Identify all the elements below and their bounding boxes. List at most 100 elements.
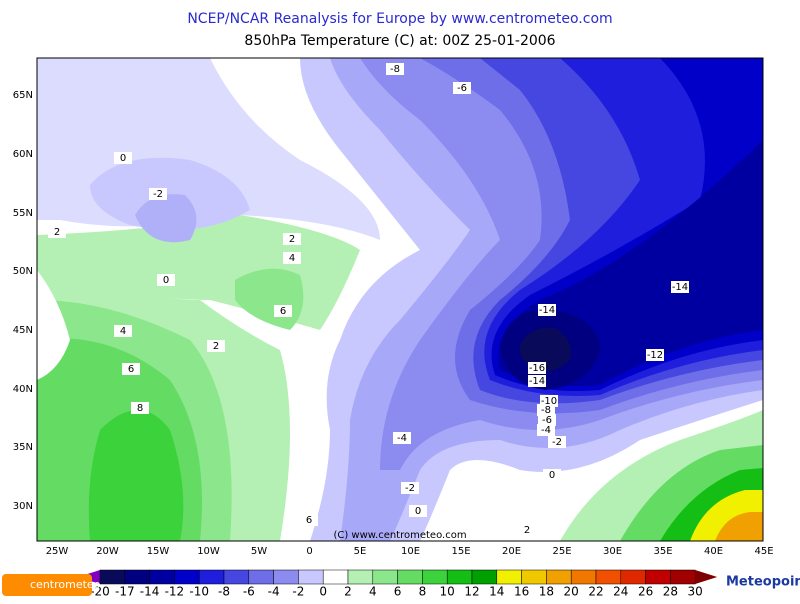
colorbar-box	[298, 569, 324, 585]
colorbar-box	[446, 569, 473, 585]
contour-label: -2	[405, 483, 415, 494]
subtitle: 850hPa Temperature (C) at: 00Z 25-01-200…	[244, 33, 555, 49]
contour-label: -12	[647, 350, 663, 361]
colorbar-box	[422, 569, 448, 585]
colorbar-box	[99, 569, 126, 585]
colorbar-label: 6	[394, 585, 402, 599]
colorbar-box	[273, 569, 299, 585]
lon-label: 25W	[46, 546, 69, 557]
lon-label: 45E	[754, 546, 773, 557]
colorbar-box	[620, 569, 646, 585]
lat-label: 50N	[13, 266, 33, 277]
contour-label: -14	[529, 376, 545, 387]
colorbar-box	[248, 569, 274, 585]
colorbar-box	[372, 569, 398, 585]
contour-label-bg	[401, 482, 419, 494]
colorbar-label: 2	[344, 585, 352, 599]
lon-label: 40E	[704, 546, 723, 557]
lon-label: 25E	[552, 546, 571, 557]
colorbar-box	[124, 569, 150, 585]
colorbar-label: -8	[218, 585, 230, 599]
colorbar-label: 0	[319, 585, 327, 599]
contour-label: -2	[153, 189, 163, 200]
contour-label: 2	[524, 525, 530, 536]
colorbar-box	[347, 569, 374, 585]
contour-label: -4	[397, 433, 407, 444]
colorbar-label: -12	[165, 585, 185, 599]
colorbar-label: 4	[369, 585, 377, 599]
map-labels: 65N 60N 55N 50N 45N 40N 35N 30N 25W 20W 15W 10W 5W 0 5…	[2, 63, 800, 599]
contour-label-bg	[114, 152, 132, 164]
contour-label-bg	[283, 233, 301, 245]
contour-label-bg	[300, 514, 318, 526]
lon-label: 15W	[147, 546, 170, 557]
colorbar-label: 10	[440, 585, 455, 599]
contour-label: 0	[549, 470, 555, 481]
colorbar-label: 22	[588, 585, 603, 599]
colorbar-label: 18	[539, 585, 554, 599]
colorbar-label: -10	[189, 585, 209, 599]
lon-label: 10E	[401, 546, 420, 557]
contour-label: -14	[672, 282, 688, 293]
lat-label: 60N	[13, 149, 33, 160]
colorbar-label: -17	[115, 585, 135, 599]
lon-label: 15E	[451, 546, 470, 557]
watermark: (C) www.centrometeo.com	[333, 530, 466, 541]
contour-label: -2	[552, 437, 562, 448]
lat-label: 45N	[13, 325, 33, 336]
contour-label: 2	[289, 234, 295, 245]
contour-label-bg	[393, 432, 411, 444]
contour-label: 4	[289, 253, 295, 264]
colorbar-label: 20	[564, 585, 579, 599]
lat-label: 55N	[13, 208, 33, 219]
contour-label-bg	[543, 469, 561, 481]
colorbar-label: 12	[464, 585, 479, 599]
colorbar-box	[471, 569, 498, 585]
contour-label: -8	[390, 64, 400, 75]
colorbar-label: -4	[268, 585, 280, 599]
colorbar-box	[595, 569, 622, 585]
contour-label-bg	[122, 363, 140, 375]
logo-right: Meteopoint	[726, 575, 800, 590]
colorbar-label: -14	[140, 585, 160, 599]
lon-label: 5E	[354, 546, 367, 557]
contour-label: -4	[541, 425, 551, 436]
contour-label: 4	[120, 326, 126, 337]
lat-label: 30N	[13, 501, 33, 512]
contour-label-bg	[386, 63, 404, 75]
contour-label-bg	[131, 402, 149, 414]
lat-label: 35N	[13, 442, 33, 453]
contour-label: 2	[54, 227, 60, 238]
contour-label-bg	[528, 375, 546, 387]
colorbar-box	[670, 569, 696, 585]
colorbar-box	[496, 569, 522, 585]
lon-label: 20W	[96, 546, 119, 557]
colorbar-label: -2	[292, 585, 304, 599]
colorbar-label: 16	[514, 585, 529, 599]
colorbar-box	[397, 569, 423, 585]
lon-label: 10W	[197, 546, 220, 557]
lon-label: 35E	[653, 546, 672, 557]
contour-label: 6	[306, 515, 312, 526]
contour-label: 0	[415, 506, 421, 517]
lat-label: 65N	[13, 90, 33, 101]
colorbar-box	[570, 569, 597, 585]
colorbar-box	[174, 569, 200, 585]
colorbar-box	[223, 569, 250, 585]
colorbar-box	[546, 569, 572, 585]
temperature-field	[37, 58, 763, 541]
colorbar-label: 28	[663, 585, 678, 599]
colorbar-high	[695, 570, 718, 584]
contour-label-bg	[671, 281, 689, 293]
contour-label-bg	[453, 82, 471, 94]
colorbar-label: -6	[243, 585, 255, 599]
lon-label: 0	[306, 546, 312, 557]
contour-label-bg	[207, 340, 225, 352]
colorbar-label: 24	[613, 585, 628, 599]
contour-label-bg	[114, 325, 132, 337]
colorbar-box	[521, 569, 547, 585]
lon-label: 5W	[251, 546, 267, 557]
colorbar-label: -20	[90, 585, 110, 599]
contour-label: 0	[163, 275, 169, 286]
